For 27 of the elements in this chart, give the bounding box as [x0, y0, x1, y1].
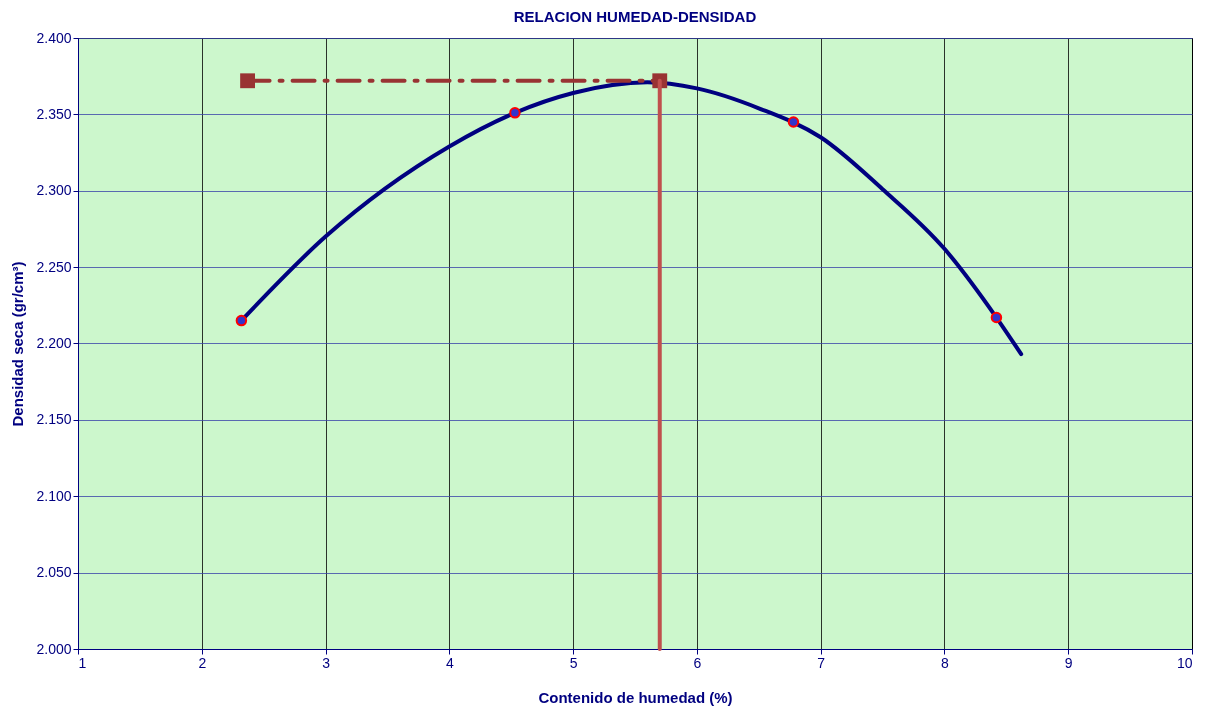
- x-tick-label: 1: [78, 654, 87, 671]
- x-axis-title: Contenido de humedad (%): [538, 688, 733, 706]
- point: [787, 116, 800, 128]
- x-tick-label: 3: [322, 654, 331, 671]
- point: [235, 314, 248, 327]
- point: [990, 311, 1003, 324]
- x-tick-label: 5: [569, 654, 578, 671]
- y-tick-label: 2.050: [36, 564, 72, 581]
- chart-title: RELACION HUMEDAD-DENSIDAD: [513, 8, 757, 25]
- y-tick-label: 2.250: [36, 258, 72, 275]
- x-tick-label: 7: [817, 654, 826, 671]
- y-tick-label: 2.400: [36, 29, 72, 46]
- x-tick-label: 8: [941, 654, 950, 671]
- point: [240, 73, 255, 89]
- y-tick-label: 2.300: [36, 182, 72, 199]
- x-tick-label: 10: [1176, 654, 1193, 671]
- y-tick-label: 2.350: [36, 105, 72, 122]
- y-tick-label: 2.100: [36, 487, 72, 504]
- x-tick-label: 9: [1064, 654, 1073, 671]
- x-tick-label: 4: [445, 654, 454, 671]
- x-tick-label: 2: [198, 654, 207, 671]
- y-axis-title: Densidad seca (gr/cm³): [9, 261, 27, 427]
- y-tick-label: 2.150: [36, 411, 72, 428]
- y-tick-label: 2.000: [36, 640, 72, 657]
- y-tick-label: 2.200: [36, 335, 72, 351]
- point: [509, 107, 521, 119]
- x-tick-label: 6: [693, 654, 702, 671]
